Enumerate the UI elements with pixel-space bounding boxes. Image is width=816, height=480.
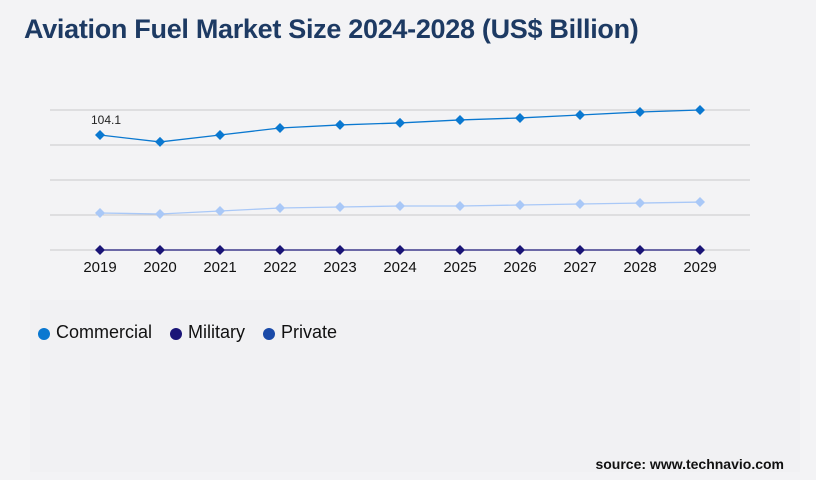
data-point-military	[455, 245, 465, 255]
x-tick-label: 2026	[503, 259, 536, 276]
line-chart: 2019 2020 2021 2022 2023 2024 2025 2026 2027 2028…	[50, 105, 750, 276]
data-point-military	[575, 245, 585, 255]
data-point-private	[155, 208, 165, 219]
source-text: source: www.technavio.com	[595, 456, 784, 472]
data-point-military	[695, 245, 705, 255]
data-point-commercial	[515, 112, 525, 123]
data-point-commercial	[275, 123, 285, 134]
x-tick-label: 2025	[443, 259, 476, 276]
x-tick-label: 2029	[683, 259, 716, 276]
x-tick-label: 2027	[563, 259, 596, 276]
legend-marker-icon	[38, 328, 50, 340]
data-point-private	[515, 200, 525, 211]
data-point-private	[695, 197, 705, 208]
data-point-commercial	[635, 106, 645, 117]
legend-marker-icon	[170, 328, 183, 340]
data-point-military	[155, 245, 165, 255]
x-tick-label: 2024	[383, 259, 416, 276]
data-point-private	[215, 205, 225, 216]
legend-label: Military	[188, 322, 246, 342]
chart-title: Aviation Fuel Market Size 2024-2028 (US$…	[24, 14, 639, 44]
x-tick-label: 2020	[143, 259, 176, 276]
data-point-military	[215, 245, 225, 255]
data-point-commercial	[95, 129, 105, 140]
data-point-military	[95, 245, 105, 255]
data-point-military	[515, 245, 525, 255]
data-point-commercial	[575, 109, 585, 120]
data-point-commercial	[455, 114, 465, 125]
data-point-commercial	[215, 129, 225, 140]
data-point-commercial	[695, 105, 705, 115]
legend-label: Commercial	[56, 322, 153, 342]
data-point-private	[635, 198, 645, 209]
data-point-private	[455, 201, 465, 212]
x-tick-label: 2022	[263, 259, 296, 276]
data-point-private	[335, 202, 345, 213]
data-point-private	[575, 199, 585, 210]
data-point-military	[275, 245, 285, 255]
data-point-private	[395, 201, 405, 212]
data-point-private	[95, 207, 105, 218]
legend-item: Private	[263, 322, 337, 343]
data-point-commercial	[335, 119, 345, 130]
x-tick-label: 2028	[623, 259, 656, 276]
data-point-military	[335, 245, 345, 255]
data-point-military	[395, 245, 405, 255]
x-tick-label: 2023	[323, 259, 356, 276]
x-tick-label: 2019	[83, 259, 116, 276]
legend-label: Private	[281, 322, 338, 342]
legend-item: Military	[170, 322, 245, 343]
data-point-military	[635, 245, 645, 255]
data-point-private	[275, 203, 285, 214]
legend-panel	[30, 300, 800, 472]
data-point-commercial	[155, 136, 165, 147]
legend: Commercial Military Private	[38, 322, 337, 343]
x-tick-label: 2021	[203, 259, 236, 276]
data-label: 104.1	[91, 113, 121, 127]
legend-marker-icon	[263, 328, 276, 340]
legend-item: Commercial	[38, 322, 152, 343]
data-point-commercial	[395, 117, 405, 128]
